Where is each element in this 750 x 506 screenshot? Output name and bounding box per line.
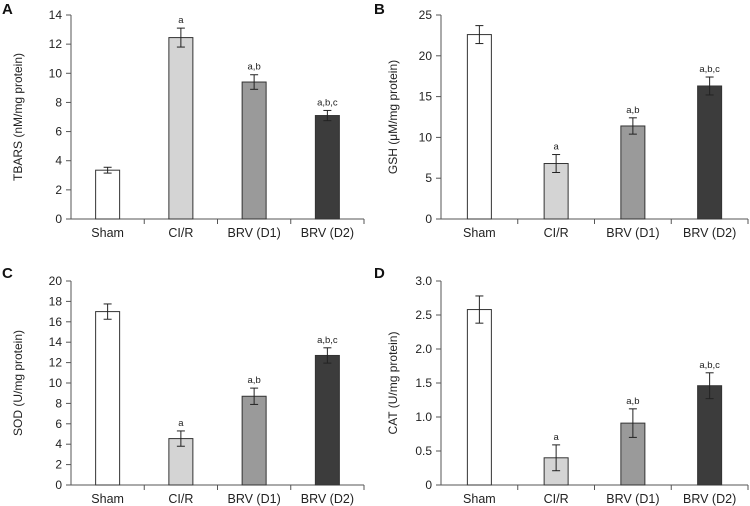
significance-label-d-1: a <box>553 432 559 443</box>
category-label-b-1: CI/R <box>544 226 569 240</box>
bar-b-2 <box>620 125 646 220</box>
y-tick-label-b: 5 <box>425 171 432 185</box>
panel-letter-c: C <box>2 265 13 282</box>
bar-a-1 <box>168 37 194 220</box>
bar-a-3 <box>314 115 340 220</box>
y-axis-label-a: TBARS (nM/mg protein) <box>11 53 25 181</box>
category-label-d-0: Sham <box>463 492 496 506</box>
y-tick-label-a: 2 <box>55 183 62 197</box>
panel-letter-a: A <box>2 1 13 18</box>
bar-a-0 <box>95 169 121 220</box>
y-axis-label-d: CAT (U/mg protein) <box>386 332 400 435</box>
y-tick-label-a: 4 <box>55 154 62 168</box>
bar-a-2 <box>241 81 267 220</box>
y-tick-label-a: 6 <box>55 125 62 139</box>
significance-label-b-3: a,b,c <box>699 64 720 75</box>
panel-letter-b: B <box>374 1 385 18</box>
category-label-a-2: BRV (D1) <box>227 226 280 240</box>
y-tick-label-a: 12 <box>49 37 63 51</box>
y-tick-label-c: 4 <box>55 437 62 451</box>
y-tick-label-d: 0 <box>425 478 432 492</box>
y-axis-label-b: GSH (μM/mg protein) <box>386 60 400 174</box>
bar-d-3 <box>697 385 723 486</box>
y-tick-label-a: 0 <box>55 212 62 226</box>
significance-label-a-1: a <box>178 15 184 26</box>
y-tick-label-a: 14 <box>49 8 63 22</box>
y-tick-label-c: 6 <box>55 417 62 431</box>
bar-d-0 <box>466 309 492 486</box>
y-tick-label-c: 20 <box>49 274 63 288</box>
category-label-c-1: CI/R <box>168 492 193 506</box>
y-tick-label-c: 16 <box>49 315 63 329</box>
y-tick-label-c: 14 <box>49 335 63 349</box>
y-tick-label-c: 0 <box>55 478 62 492</box>
significance-label-d-3: a,b,c <box>699 360 720 371</box>
y-tick-label-d: 3.0 <box>415 274 432 288</box>
y-tick-label-d: 1.0 <box>415 410 432 424</box>
y-tick-label-d: 2.5 <box>415 308 432 322</box>
category-label-d-3: BRV (D2) <box>683 492 736 506</box>
y-tick-label-b: 25 <box>419 8 433 22</box>
significance-label-a-2: a,b <box>248 62 261 73</box>
significance-label-a-3: a,b,c <box>317 97 338 108</box>
y-tick-label-d: 1.5 <box>415 376 432 390</box>
category-label-d-2: BRV (D1) <box>606 492 659 506</box>
category-label-a-0: Sham <box>91 226 124 240</box>
y-tick-label-c: 18 <box>49 294 63 308</box>
significance-label-c-2: a,b <box>248 375 261 386</box>
category-label-a-3: BRV (D2) <box>301 226 354 240</box>
category-label-b-0: Sham <box>463 226 496 240</box>
category-label-d-1: CI/R <box>544 492 569 506</box>
panel-letter-d: D <box>374 265 385 282</box>
y-tick-label-c: 10 <box>49 376 63 390</box>
y-tick-label-c: 12 <box>49 356 63 370</box>
significance-label-b-1: a <box>553 142 559 153</box>
category-label-c-2: BRV (D1) <box>227 492 280 506</box>
category-label-a-1: CI/R <box>168 226 193 240</box>
bar-c-3 <box>314 354 340 486</box>
category-label-b-3: BRV (D2) <box>683 226 736 240</box>
category-label-c-3: BRV (D2) <box>301 492 354 506</box>
category-label-c-0: Sham <box>91 492 124 506</box>
significance-label-b-2: a,b <box>626 105 639 116</box>
y-tick-label-d: 2.0 <box>415 342 432 356</box>
significance-label-c-1: a <box>178 418 184 429</box>
bar-b-0 <box>466 34 492 220</box>
bar-d-2 <box>620 422 646 486</box>
y-tick-label-b: 0 <box>425 212 432 226</box>
bar-b-3 <box>697 85 723 220</box>
bar-c-2 <box>241 395 267 486</box>
y-tick-label-a: 10 <box>49 66 63 80</box>
y-tick-label-b: 20 <box>419 49 433 63</box>
y-tick-label-b: 15 <box>419 90 433 104</box>
bar-c-0 <box>95 311 121 486</box>
significance-label-c-3: a,b,c <box>317 335 338 346</box>
y-axis-label-c: SOD (U/mg protein) <box>11 330 25 436</box>
y-tick-label-c: 8 <box>55 396 62 410</box>
significance-label-d-2: a,b <box>626 396 639 407</box>
y-tick-label-c: 2 <box>55 458 62 472</box>
category-label-b-2: BRV (D1) <box>606 226 659 240</box>
y-tick-label-d: 0.5 <box>415 444 432 458</box>
y-tick-label-a: 8 <box>55 95 62 109</box>
y-tick-label-b: 10 <box>419 130 433 144</box>
